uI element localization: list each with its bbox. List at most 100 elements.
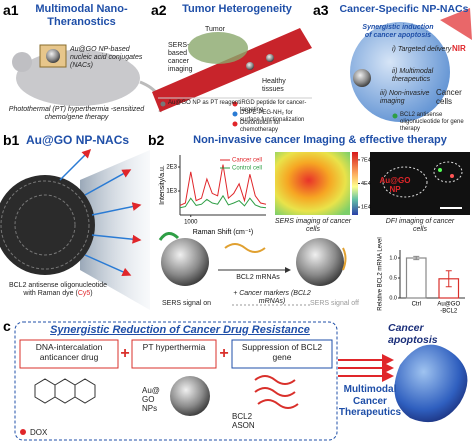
- panel-label: a3: [313, 2, 329, 18]
- cancer-cell: [350, 22, 450, 122]
- ason-label: BCL2 ASON: [232, 412, 255, 431]
- oligo: [84, 169, 132, 196]
- sers-map: [275, 152, 350, 215]
- legend-icon: [232, 101, 238, 107]
- dox-label: DOX: [30, 428, 48, 437]
- np-off: [296, 238, 344, 286]
- tumor: [188, 32, 248, 64]
- legend-item: Doxorubicin for chemotherapy: [240, 120, 281, 133]
- colorbar: [352, 152, 358, 215]
- np-icon: [46, 49, 60, 63]
- y-tick-label: 2E3: [166, 165, 177, 171]
- go-np: [0, 175, 95, 275]
- imaging-label: SERS-based cancer imaging: [168, 42, 193, 74]
- caption: Photothermal (PT) hyperthermia -sensitiz…: [8, 106, 145, 122]
- signal-off: SERS signal off: [310, 300, 359, 307]
- box-text: DNA-intercalation anticancer drug: [35, 342, 103, 362]
- legend-item: iRGD peptide for cancer-targeting: [240, 100, 307, 113]
- apoptotic-cell: [394, 344, 468, 423]
- spectrum-line: [179, 164, 267, 206]
- np-label: Au@ GO NPs: [142, 386, 160, 414]
- np-icon: [246, 62, 254, 70]
- item: iii) Non-invasive imaging: [380, 90, 430, 106]
- caption-text: BCL2 antisense oligonucleotide with Rama…: [8, 282, 108, 298]
- error-bar: [445, 270, 452, 288]
- box-text: PT hyperthermia: [142, 342, 206, 352]
- go-pattern: [0, 180, 90, 270]
- panel-title: Synergistic Reduction of Cancer Drug Res…: [50, 324, 310, 336]
- legend-label: Cancer cell: [232, 158, 262, 164]
- y-tick-label: 1.0: [389, 255, 397, 261]
- drug-box: [19, 339, 119, 369]
- tumor-label: Tumor: [205, 26, 225, 33]
- item: i) Targeted delivery: [392, 46, 452, 53]
- markers-label: + Cancer markers (BCL2 mRNAs): [233, 290, 311, 306]
- np-label: Au@GO NP: [379, 176, 411, 195]
- therapeutics-label: Multimodal Cancer Therapeutics: [338, 384, 402, 418]
- dfi-spot: [450, 174, 454, 178]
- x-tick-label: -BCL2: [440, 309, 458, 315]
- mrna: [342, 247, 347, 271]
- x-axis-label: Raman Shift (cm⁻¹): [193, 229, 253, 236]
- y-tick-label: 0.0: [389, 295, 397, 301]
- box-text: Suppression of BCL2 gene: [241, 342, 323, 362]
- panel-title: Cancer-Specific NP-NACs: [339, 3, 469, 15]
- plus: +: [120, 345, 129, 362]
- colorbar-tick-label: 7E4: [361, 157, 371, 163]
- np-on: [161, 238, 209, 286]
- panel-title: Non-invasive cancer Imaging & effective …: [193, 134, 447, 146]
- mrna-label: BCL2 mRNAs: [236, 274, 280, 281]
- go-pattern: [14, 194, 76, 256]
- oligo: [91, 234, 142, 244]
- mrna: [224, 243, 266, 253]
- panel-title: Multimodal Nano-Theranostics: [35, 3, 128, 28]
- signal-on: SERS signal on: [162, 300, 212, 307]
- zoom-cone: [80, 150, 150, 310]
- group-box: [14, 321, 338, 441]
- y-axis-label: Relative BCL2 mRNA Level: [378, 237, 384, 310]
- y-axis-label: Intensity/a.u.: [159, 165, 166, 205]
- caption-text: ): [90, 290, 93, 298]
- legend-item: BCL2 antisense oligonucleotide for gene …: [400, 112, 464, 132]
- spectrum-line: [179, 194, 267, 209]
- x-tick-label: Au@GO: [437, 302, 460, 308]
- panel-label: c: [3, 318, 11, 334]
- blood-vessel: [152, 28, 312, 112]
- caption: DFI imaging of cancer cells: [385, 218, 455, 234]
- np-icon: [353, 69, 371, 87]
- x-tick-label: 1000: [184, 220, 198, 226]
- legend-label: Control cell: [232, 166, 262, 172]
- apoptosis-label: Cancer apoptosis: [388, 322, 438, 347]
- y-tick-label: 0.5: [389, 275, 397, 281]
- y-tick-label: 1E3: [166, 189, 177, 195]
- panel-label: a2: [151, 2, 167, 18]
- legend-icon: [160, 101, 166, 107]
- colorbar-tick-label: 1E4: [361, 205, 371, 211]
- panel-label: b2: [148, 132, 165, 148]
- cells-label: Cancer cells: [436, 88, 462, 107]
- arrow-curl: [158, 232, 180, 241]
- bar: [405, 257, 427, 299]
- x-tick-label: Ctrl: [412, 302, 421, 308]
- nir-beam: [440, 8, 472, 40]
- panel-title: Au@GO NP-NACs: [26, 133, 130, 147]
- mouse-ear: [12, 52, 32, 72]
- healthy-label: Healthy tissues: [262, 78, 286, 94]
- dye-label: Cy5: [77, 290, 91, 298]
- panel-label: b1: [3, 132, 20, 148]
- pt-box: [131, 339, 217, 369]
- colorbar-tick-label: 4E4: [361, 181, 371, 187]
- panel-label: a1: [3, 2, 19, 18]
- nir-label: NIR: [452, 44, 466, 53]
- ason: [254, 375, 299, 409]
- dfi-spot: [438, 168, 442, 172]
- legend-icon: [232, 111, 238, 117]
- np-icon: [170, 376, 210, 416]
- caption: BCL2 antisense oligonucleotide with Rama…: [2, 282, 114, 298]
- oligo: [91, 202, 142, 216]
- panel-title: Tumor Heterogeneity: [182, 3, 292, 15]
- cell-outline: [433, 161, 463, 183]
- error-bar: [413, 255, 420, 261]
